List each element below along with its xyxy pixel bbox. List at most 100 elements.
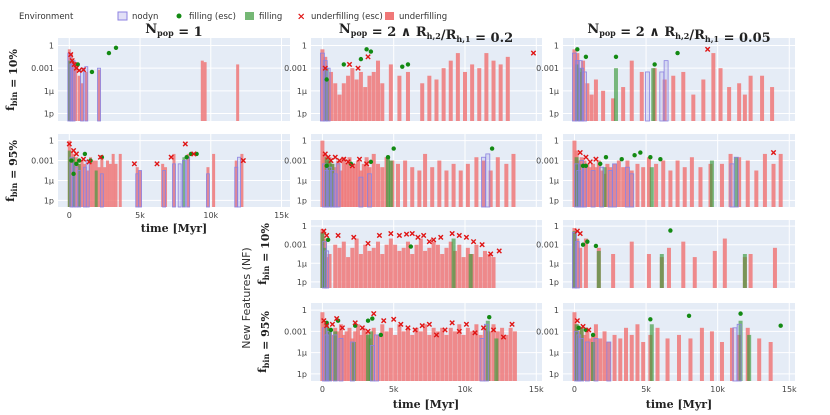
point-underfilling-esc xyxy=(487,251,494,257)
bar-nodyn xyxy=(579,160,585,208)
point-underfilling-esc xyxy=(419,322,425,329)
bar-filling xyxy=(67,60,71,121)
point-underfilling-esc xyxy=(480,325,487,331)
bar-underfilling xyxy=(371,153,376,207)
bar-filling xyxy=(591,342,596,381)
bar-underfilling xyxy=(457,324,462,381)
bar-underfilling xyxy=(437,160,442,207)
bar-underfilling xyxy=(80,160,84,207)
text-part: N xyxy=(145,22,157,37)
bar-nodyn xyxy=(138,170,142,208)
point-underfilling-esc xyxy=(470,238,477,245)
y-tick-label: 1μ xyxy=(549,259,559,268)
bar-underfilling xyxy=(461,257,466,288)
legend-item-filling: filling xyxy=(245,12,282,22)
y-tick-label: 0.001 xyxy=(284,64,307,73)
point-underfilling-esc xyxy=(438,234,444,241)
bar-underfilling xyxy=(470,64,475,121)
y-tick-label: 1 xyxy=(302,137,307,146)
bar-filling xyxy=(451,238,456,288)
y-tick-label: 1μ xyxy=(549,349,559,358)
point-underfilling-esc xyxy=(396,232,403,239)
subscript: h,2 xyxy=(675,31,689,41)
bar-underfilling xyxy=(330,334,335,381)
column-title-npop-2-ratio-0.05: Npop = 2 ∧ Rh,2/Rh,1 = 0.05 xyxy=(587,22,770,46)
point-underfilling-esc xyxy=(346,61,353,68)
point-underfilling-esc xyxy=(704,46,711,53)
bar-underfilling xyxy=(641,342,646,381)
point-filling-esc xyxy=(648,317,653,322)
point-underfilling-esc xyxy=(586,327,592,333)
bar-underfilling xyxy=(336,160,341,207)
bar-underfilling xyxy=(212,153,216,207)
panel-c3-r1: 1 0.001 1μ 1p xyxy=(536,38,795,122)
bar-underfilling xyxy=(665,338,670,381)
point-filling-esc xyxy=(89,69,95,75)
bar-underfilling xyxy=(612,163,617,207)
point-underfilling-esc xyxy=(154,161,160,167)
point-underfilling-esc xyxy=(321,228,327,234)
bar-underfilling xyxy=(593,167,598,207)
bar-nodyn xyxy=(327,330,332,382)
bar-nodyn xyxy=(99,173,104,208)
bar-underfilling xyxy=(598,338,603,381)
bar-nodyn xyxy=(324,250,330,289)
bar-nodyn xyxy=(322,60,328,122)
bar-underfilling xyxy=(337,94,342,121)
bar-filling xyxy=(742,254,747,288)
point-underfilling-esc xyxy=(405,325,411,331)
bar-underfilling xyxy=(757,338,762,381)
bar-underfilling xyxy=(444,170,449,207)
bar-underfilling xyxy=(84,71,88,121)
y-tick-label: 0.001 xyxy=(284,241,307,250)
bar-underfilling xyxy=(629,60,634,121)
bar-underfilling xyxy=(200,60,204,121)
subscript: pop xyxy=(599,28,616,38)
bar-underfilling xyxy=(418,238,423,288)
bar-filling xyxy=(734,157,739,207)
point-filling-esc xyxy=(77,158,82,163)
point-underfilling-esc xyxy=(131,161,138,167)
point-underfilling-esc xyxy=(530,50,537,56)
point-filling-esc xyxy=(598,161,603,167)
bar-underfilling xyxy=(371,71,376,121)
point-underfilling-esc xyxy=(449,230,455,237)
legend-swatch-filling xyxy=(245,12,254,20)
bar-underfilling xyxy=(397,75,402,121)
bar-filling xyxy=(333,331,338,381)
bar-underfilling xyxy=(616,160,621,207)
bar-nodyn xyxy=(335,163,341,208)
bar-nodyn xyxy=(172,163,176,208)
bar-filling xyxy=(351,342,356,381)
bar-underfilling xyxy=(350,167,355,207)
bar-underfilling xyxy=(585,83,590,121)
row-label-fbin-10: fbin = 10% xyxy=(4,49,20,111)
bar-filling xyxy=(366,334,371,381)
bar-underfilling xyxy=(405,241,410,288)
bar-underfilling xyxy=(336,331,341,381)
text-part: N xyxy=(587,22,599,37)
y-tick-label: 1 xyxy=(302,222,307,231)
text-part: = 95% xyxy=(7,140,20,183)
text-part: f xyxy=(256,279,269,285)
point-underfilling-esc xyxy=(76,67,82,74)
bar-underfilling xyxy=(444,247,449,288)
point-filling-esc xyxy=(328,327,334,333)
point-filling-esc xyxy=(391,146,396,151)
point-underfilling-esc xyxy=(388,230,394,237)
bar-nodyn xyxy=(71,60,76,122)
bar-underfilling xyxy=(621,167,626,207)
bar-underfilling xyxy=(461,334,466,381)
bar-filling xyxy=(602,167,607,207)
bar-underfilling xyxy=(347,327,352,381)
point-filling-esc xyxy=(575,47,580,52)
legend-item-nodyn: nodyn xyxy=(117,11,158,22)
bar-underfilling xyxy=(488,170,493,207)
bar-underfilling xyxy=(206,167,210,207)
point-filling-esc xyxy=(652,62,657,67)
bar-underfilling xyxy=(350,68,355,121)
bar-nodyn xyxy=(576,170,582,208)
bar-underfilling xyxy=(401,331,406,381)
point-underfilling-esc xyxy=(335,232,341,239)
bar-nodyn xyxy=(237,156,241,208)
